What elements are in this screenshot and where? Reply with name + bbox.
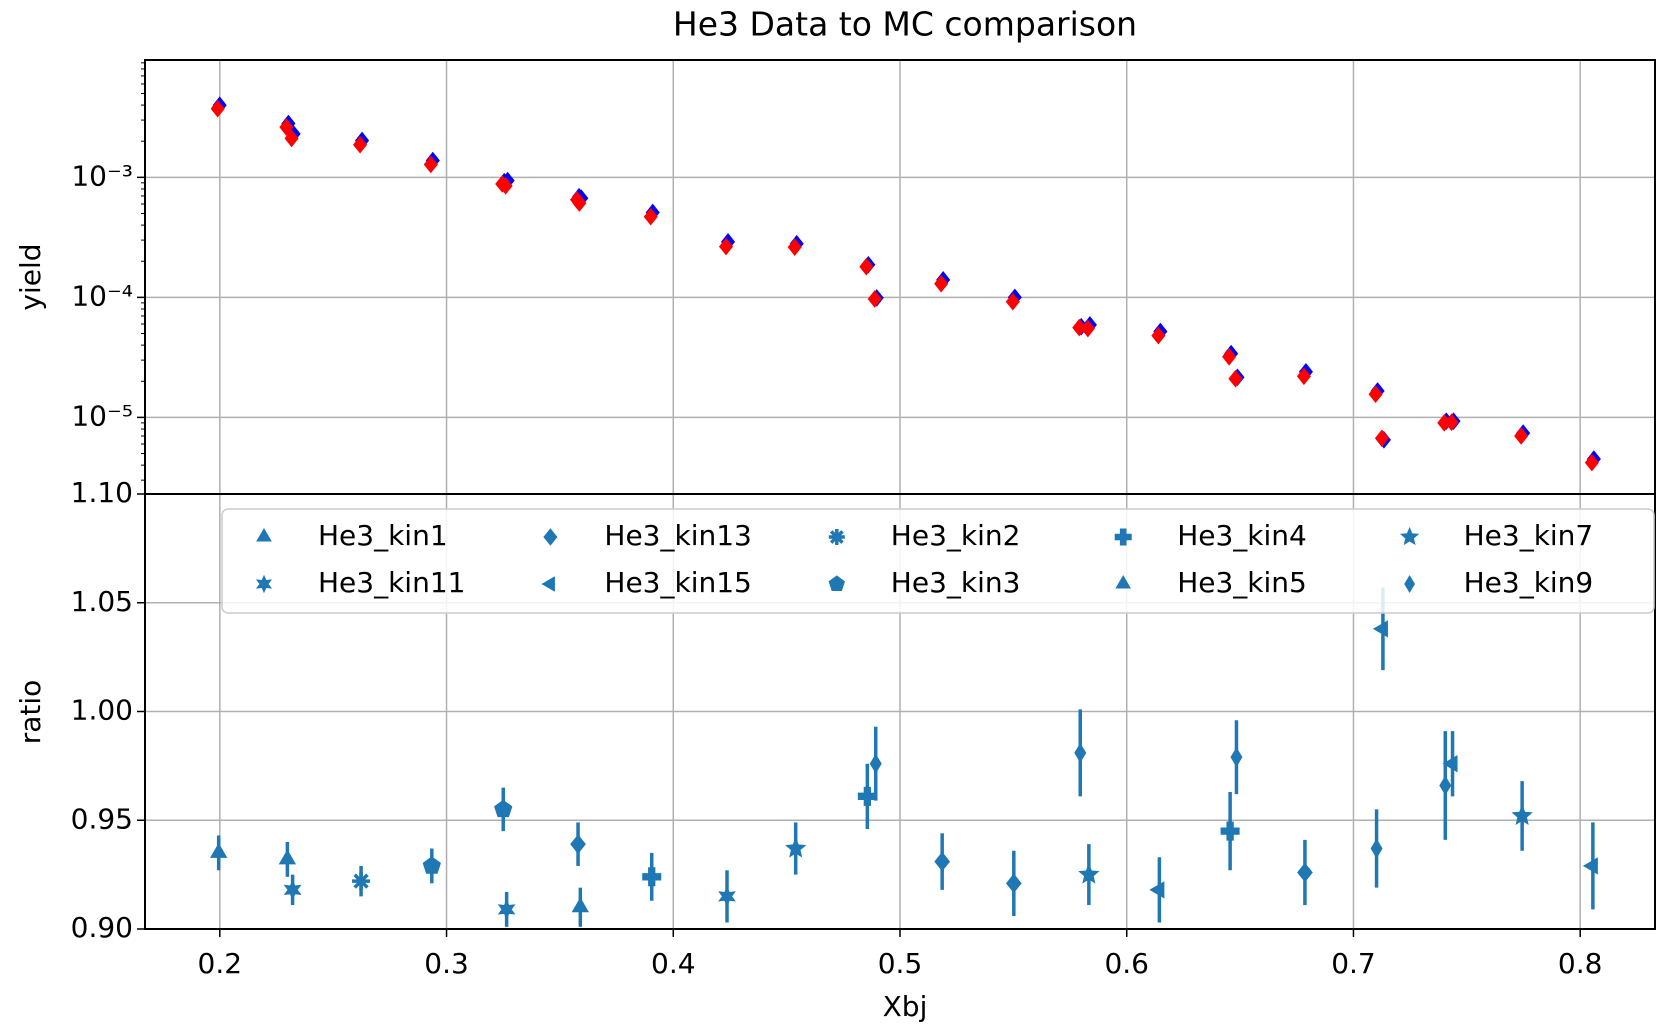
y-tick-label: 1.00 [71,694,133,727]
data-point [718,886,736,907]
data-point [1296,367,1311,386]
data-point [1220,821,1240,841]
data-point [210,842,228,858]
data-point [934,851,951,872]
legend-label: He3_kin13 [604,519,751,552]
data-point [1514,427,1529,445]
data-point [1005,873,1022,894]
y-tick-label: 1.10 [71,476,133,509]
data-point [1444,413,1459,432]
data-point [1074,742,1087,763]
legend [221,508,1655,614]
x-tick-label: 0.7 [1331,947,1376,980]
data-point [353,135,368,154]
legend-marker [256,528,272,542]
data-point [1072,318,1087,337]
data-point [1374,429,1389,448]
data-point [857,786,877,806]
data-point [1149,881,1165,899]
legend-label: He3_kin4 [1177,519,1307,552]
data-point [1439,775,1452,796]
legend-marker [1404,575,1415,593]
y-axis-label: yield [14,243,47,310]
x-tick-label: 0.3 [424,947,469,980]
x-tick-label: 0.4 [651,947,696,980]
y-tick-label: 10⁻⁴ [71,279,133,312]
data-point [497,899,516,920]
x-axis-label: Xbj [883,990,928,1023]
data-point [1370,838,1383,859]
x-tick-label: 0.8 [1558,947,1603,980]
y-tick-label: 10⁻³ [71,159,133,192]
legend-marker [543,528,558,546]
data-point [642,867,662,887]
legend-label: He3_kin5 [1177,566,1307,599]
chart-title: He3 Data to MC comparison [673,5,1137,44]
x-tick-label: 0.2 [198,947,243,980]
data-point [1230,747,1243,768]
y-axis-label: ratio [14,680,47,745]
data-point [352,872,371,891]
plot-frame [144,493,1656,930]
x-tick-label: 0.5 [878,947,923,980]
data-point [423,155,438,174]
y-tick-label: 1.05 [71,585,133,618]
data-point [718,237,734,256]
data-point [869,753,882,774]
data-point [1442,755,1458,773]
data-point [1080,319,1095,338]
data-point [859,257,874,276]
legend-label: He3_kin11 [318,566,465,599]
data-point [1372,620,1388,638]
data-point [787,238,802,256]
data-point [278,849,297,865]
data-point [1368,385,1383,404]
data-point [1078,863,1100,884]
legend-label: He3_kin2 [891,519,1021,552]
data-point [1297,862,1313,883]
legend-marker [828,575,845,591]
data-point [867,290,882,308]
data-point [422,856,441,874]
data-point [570,834,586,854]
data-point [283,879,302,901]
legend-marker [541,576,555,592]
y-tick-label: 10⁻⁵ [71,399,133,432]
legend-label: He3_kin3 [891,566,1021,599]
data-point [1511,804,1533,825]
data-point [571,897,589,913]
data-point [210,99,225,118]
data-point [494,799,513,818]
legend-marker [828,529,845,545]
data-point [643,207,658,226]
legend-marker [1114,528,1132,546]
data-point [498,177,513,195]
y-tick-label: 0.95 [71,802,133,835]
data-point [785,837,807,858]
legend-label: He3_kin15 [604,566,751,599]
legend-label: He3_kin1 [318,519,448,552]
legend-marker [255,574,273,594]
data-point [284,129,299,148]
x-tick-label: 0.6 [1104,947,1149,980]
data-point [1005,292,1020,311]
data-point [279,118,294,136]
data-point [1582,857,1598,875]
data-point [1151,326,1166,345]
legend-label: He3_kin9 [1464,566,1594,599]
legend-marker [1399,526,1420,546]
data-point [934,274,949,293]
legend-label: He3_kin7 [1464,519,1594,552]
data-point [1584,453,1599,472]
y-tick-label: 0.90 [71,911,133,944]
data-point [1222,347,1237,366]
data-point [1228,369,1243,388]
data-point [572,194,587,212]
legend-marker [1115,575,1131,589]
